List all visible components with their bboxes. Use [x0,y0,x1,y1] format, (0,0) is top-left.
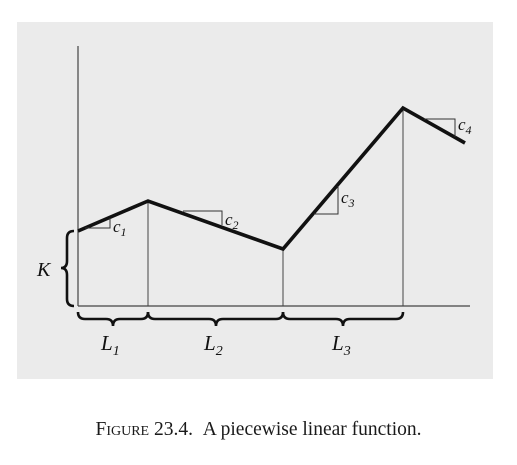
slope-marker-1 [85,218,111,229]
label-c2: c2 [225,210,239,232]
label-L1: L1 [100,331,120,359]
label-K: K [36,259,52,281]
brace-K [60,229,75,308]
brace-L2 [146,311,285,327]
label-c1: c1 [113,217,127,239]
label-c3: c3 [341,188,355,210]
slope-marker-3 [314,186,339,215]
piecewise-function-line [77,105,466,252]
label-L3: L3 [331,331,351,359]
label-L2: L2 [203,331,223,359]
caption-head: Figure 23.4. [95,419,193,440]
brace-L3 [281,311,405,327]
slope-marker-4 [424,118,456,137]
figure-caption: Figure 23.4. A piecewise linear function… [0,419,517,441]
caption-text: A piecewise linear function. [202,419,422,440]
slope-marker-2 [183,210,223,225]
brace-L1 [76,311,150,327]
label-c4: c4 [458,115,472,137]
